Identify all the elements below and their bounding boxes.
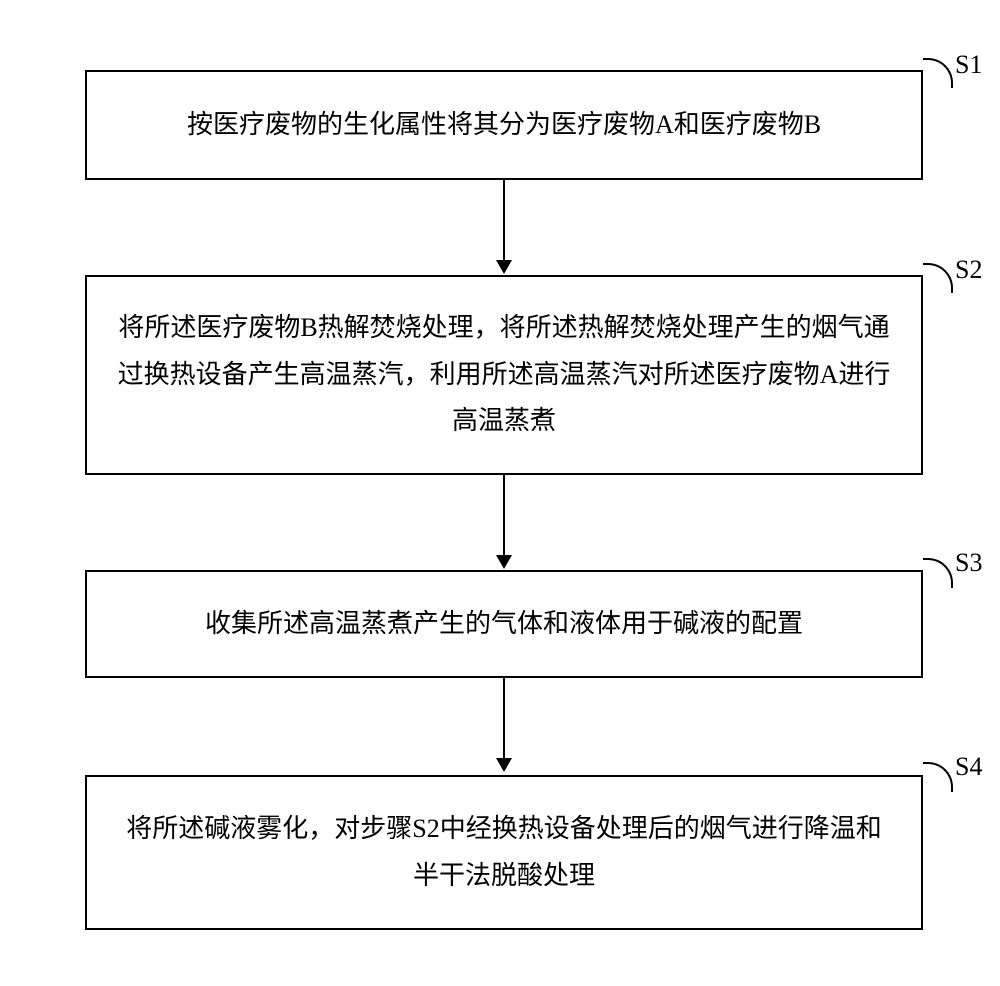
step-s3-label: S3 bbox=[955, 548, 982, 578]
step-s4-text: 将所述碱液雾化，对步骤S2中经换热设备处理后的烟气进行降温和半干法脱酸处理 bbox=[117, 806, 891, 900]
step-s4-label: S4 bbox=[955, 752, 982, 782]
flowchart-container: 按医疗废物的生化属性将其分为医疗废物A和医疗废物B S1 将所述医疗废物B热解焚… bbox=[60, 50, 940, 936]
connector-3 bbox=[503, 678, 505, 758]
step-s2-label: S2 bbox=[955, 255, 982, 285]
step-s1-box: 按医疗废物的生化属性将其分为医疗废物A和医疗废物B bbox=[85, 70, 923, 180]
step-s4-box: 将所述碱液雾化，对步骤S2中经换热设备处理后的烟气进行降温和半干法脱酸处理 bbox=[85, 775, 923, 930]
step-s4-curve bbox=[923, 762, 953, 792]
connector-1 bbox=[503, 180, 505, 260]
connector-2 bbox=[503, 475, 505, 555]
step-s1-text: 按医疗废物的生化属性将其分为医疗废物A和医疗废物B bbox=[187, 102, 821, 149]
step-s2-box: 将所述医疗废物B热解焚烧处理，将所述热解焚烧处理产生的烟气通过换热设备产生高温蒸… bbox=[85, 275, 923, 475]
step-s1-label: S1 bbox=[955, 50, 982, 80]
arrow-2 bbox=[496, 555, 512, 569]
arrow-3 bbox=[496, 758, 512, 772]
step-s3-box: 收集所述高温蒸煮产生的气体和液体用于碱液的配置 bbox=[85, 570, 923, 678]
arrow-1 bbox=[496, 260, 512, 274]
step-s3-text: 收集所述高温蒸煮产生的气体和液体用于碱液的配置 bbox=[205, 601, 803, 648]
step-s2-text: 将所述医疗废物B热解焚烧处理，将所述热解焚烧处理产生的烟气通过换热设备产生高温蒸… bbox=[117, 305, 891, 445]
step-s1-curve bbox=[923, 58, 953, 88]
step-s3-curve bbox=[923, 558, 953, 588]
step-s2-curve bbox=[923, 263, 953, 293]
